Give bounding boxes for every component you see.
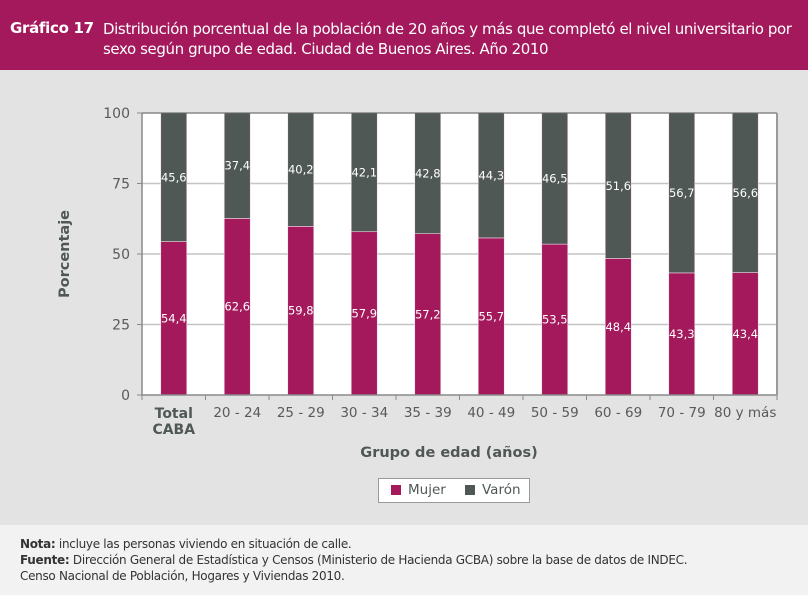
legend-label: Mujer (408, 482, 446, 498)
chart-number: Gráfico 17 (10, 19, 94, 37)
bar-segment-varon (223, 112, 251, 219)
x-tick-label: 25 - 29 (277, 405, 325, 421)
source-line: Fuente: Dirección General de Estadística… (20, 553, 688, 567)
x-tick-label: 40 - 49 (467, 405, 515, 421)
axes (137, 112, 778, 400)
x-tick-label: CABA (152, 422, 195, 438)
legend-item-mujer: Mujer (391, 482, 446, 498)
bar-segment-varon (414, 112, 442, 234)
data-label: 57,9 (351, 306, 377, 320)
data-label: 56,7 (669, 186, 695, 200)
data-label: 57,2 (415, 307, 441, 321)
bar-segment-mujer (160, 241, 188, 396)
legend-swatch-varon (465, 485, 475, 495)
bar-segment-varon (731, 112, 759, 273)
bar-segment-mujer (541, 243, 569, 396)
x-tick-label: 60 - 69 (594, 405, 642, 421)
chart-header: Gráfico 17 Distribución porcentual de la… (0, 0, 808, 70)
data-label: 45,6 (161, 170, 187, 184)
x-tick-label: 50 - 59 (531, 405, 579, 421)
data-label: 53,5 (542, 313, 568, 327)
data-label: 55,7 (478, 309, 504, 323)
data-label: 40,2 (288, 163, 314, 177)
data-label: 37,4 (224, 159, 250, 173)
chart-title: Distribución porcentual de la población … (103, 20, 792, 58)
bar-segment-mujer (668, 272, 696, 396)
bar-segment-mujer (414, 233, 442, 396)
data-label: 54,4 (161, 311, 187, 325)
source-label: Fuente: (20, 553, 70, 567)
x-tick-label: 35 - 39 (404, 405, 452, 421)
bar-segment-varon (541, 112, 569, 245)
x-axis-title: Grupo de edad (años) (360, 445, 537, 461)
source-text: Dirección General de Estadística y Censo… (69, 553, 688, 567)
y-tick-label: 50 (112, 247, 130, 263)
data-label: 43,4 (732, 327, 758, 341)
data-label: 51,6 (605, 179, 631, 193)
data-label: 43,3 (669, 327, 695, 341)
x-tick-label: 20 - 24 (213, 405, 261, 421)
data-label: 56,6 (732, 186, 758, 200)
legend-label: Varón (482, 482, 521, 498)
x-tick-label: Total (155, 406, 193, 422)
x-tick-label: 80 y más (714, 405, 776, 421)
data-label: 42,8 (415, 166, 441, 180)
source-line-2: Censo Nacional de Población, Hogares y V… (20, 569, 345, 583)
x-tick-label: 30 - 34 (340, 405, 388, 421)
data-label: 44,3 (478, 168, 504, 182)
y-axis-title: Porcentaje (57, 210, 73, 298)
y-tick-label: 0 (121, 388, 130, 404)
y-tick-labels: 0 25 50 75 100 (103, 106, 130, 404)
legend: Mujer Varón (378, 478, 530, 503)
data-labels: 54,4 45,6 62,6 37,4 59,8 40,2 57,9 42,1 57,2 42,8… (161, 159, 758, 341)
y-tick-label: 25 (112, 318, 130, 334)
data-label: 42,1 (351, 165, 377, 179)
data-label: 46,5 (542, 172, 568, 186)
legend-swatch-mujer (391, 485, 401, 495)
x-tick-label: 70 - 79 (658, 405, 706, 421)
data-label: 59,8 (288, 304, 314, 318)
y-tick-label: 75 (112, 177, 130, 193)
bar-segment-varon (287, 112, 315, 227)
bars (160, 112, 759, 396)
note-text: incluye las personas viviendo en situaci… (55, 537, 352, 551)
footer-notes: Nota: incluye las personas viviendo en s… (0, 525, 808, 595)
bar-segment-varon (477, 112, 505, 239)
y-tick-label: 100 (103, 106, 130, 122)
bar-segment-varon (668, 112, 696, 274)
legend-item-varon: Varón (465, 482, 521, 498)
bar-segment-mujer (223, 218, 251, 396)
bar-segment-mujer (604, 258, 632, 396)
data-label: 48,4 (605, 320, 631, 334)
bar-segment-varon (350, 112, 378, 233)
bar-segment-varon (160, 112, 188, 242)
data-label: 62,6 (224, 300, 250, 314)
bar-segment-mujer (731, 272, 759, 396)
note-label: Nota: (20, 537, 56, 551)
note-line: Nota: incluye las personas viviendo en s… (20, 537, 352, 551)
bar-segment-varon (604, 112, 632, 259)
bar-segment-mujer (477, 237, 505, 396)
